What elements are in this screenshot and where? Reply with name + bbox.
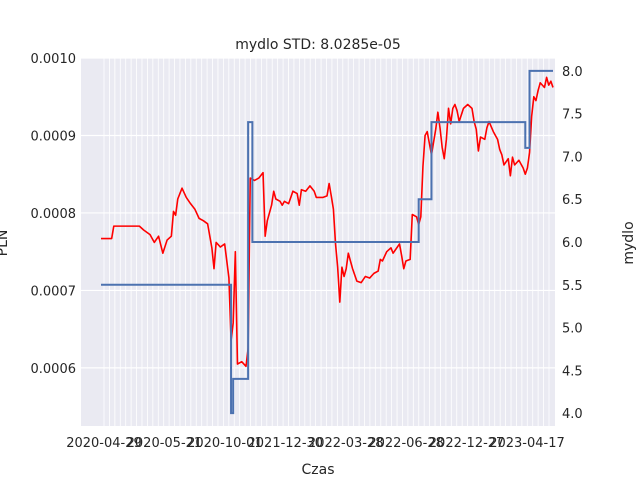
right-y-axis-label: mydlo [621, 221, 637, 264]
left-y-axis-label: PLN [0, 230, 11, 257]
left-y-tick-label: 0.0009 [31, 129, 77, 144]
x-tick-label: 2022-12-27 [429, 436, 505, 451]
right-y-tick-label: 4.5 [562, 364, 583, 379]
x-axis-label: Czas [302, 462, 335, 478]
right-y-tick-label: 4.0 [562, 407, 583, 422]
right-y-tick-label: 5.5 [562, 279, 583, 294]
right-y-tick-label: 8.0 [562, 65, 583, 80]
left-y-tick-label: 0.0006 [31, 362, 77, 377]
left-y-ticks: 0.0006 0.0007 0.0008 0.0009 0.0010 [31, 52, 77, 377]
x-tick-label: 2020-05-21 [127, 436, 203, 451]
right-y-tick-label: 6.5 [562, 193, 583, 208]
x-tick-label: 2021-12-30 [248, 436, 324, 451]
chart-title: mydlo STD: 8.0285e-05 [235, 37, 401, 53]
price-line [101, 76, 554, 368]
right-y-tick-label: 7.0 [562, 150, 583, 165]
right-y-ticks: 4.0 4.5 5.0 5.5 6.0 6.5 7.0 7.5 8.0 [562, 65, 583, 422]
x-tick-label: 2022-06-28 [368, 436, 444, 451]
vertical-grid [103, 58, 550, 426]
mydlo-step-line [101, 69, 553, 415]
x-tick-label: 2023-04-17 [489, 436, 565, 451]
right-y-tick-label: 6.0 [562, 236, 583, 251]
right-y-tick-label: 5.0 [562, 322, 583, 337]
x-tick-label: 2022-03-28 [308, 436, 384, 451]
left-y-tick-label: 0.0007 [31, 284, 77, 299]
horizontal-grid [81, 57, 555, 369]
x-ticks: 2020-04-292020-05-212020-10-012021-12-30… [66, 436, 565, 451]
right-y-tick-label: 7.5 [562, 108, 583, 123]
series-layer [101, 69, 554, 415]
left-y-tick-label: 0.0010 [31, 52, 77, 67]
left-y-tick-label: 0.0008 [31, 207, 77, 222]
x-tick-label: 2020-10-01 [187, 436, 263, 451]
x-tick-label: 2020-04-29 [66, 436, 142, 451]
